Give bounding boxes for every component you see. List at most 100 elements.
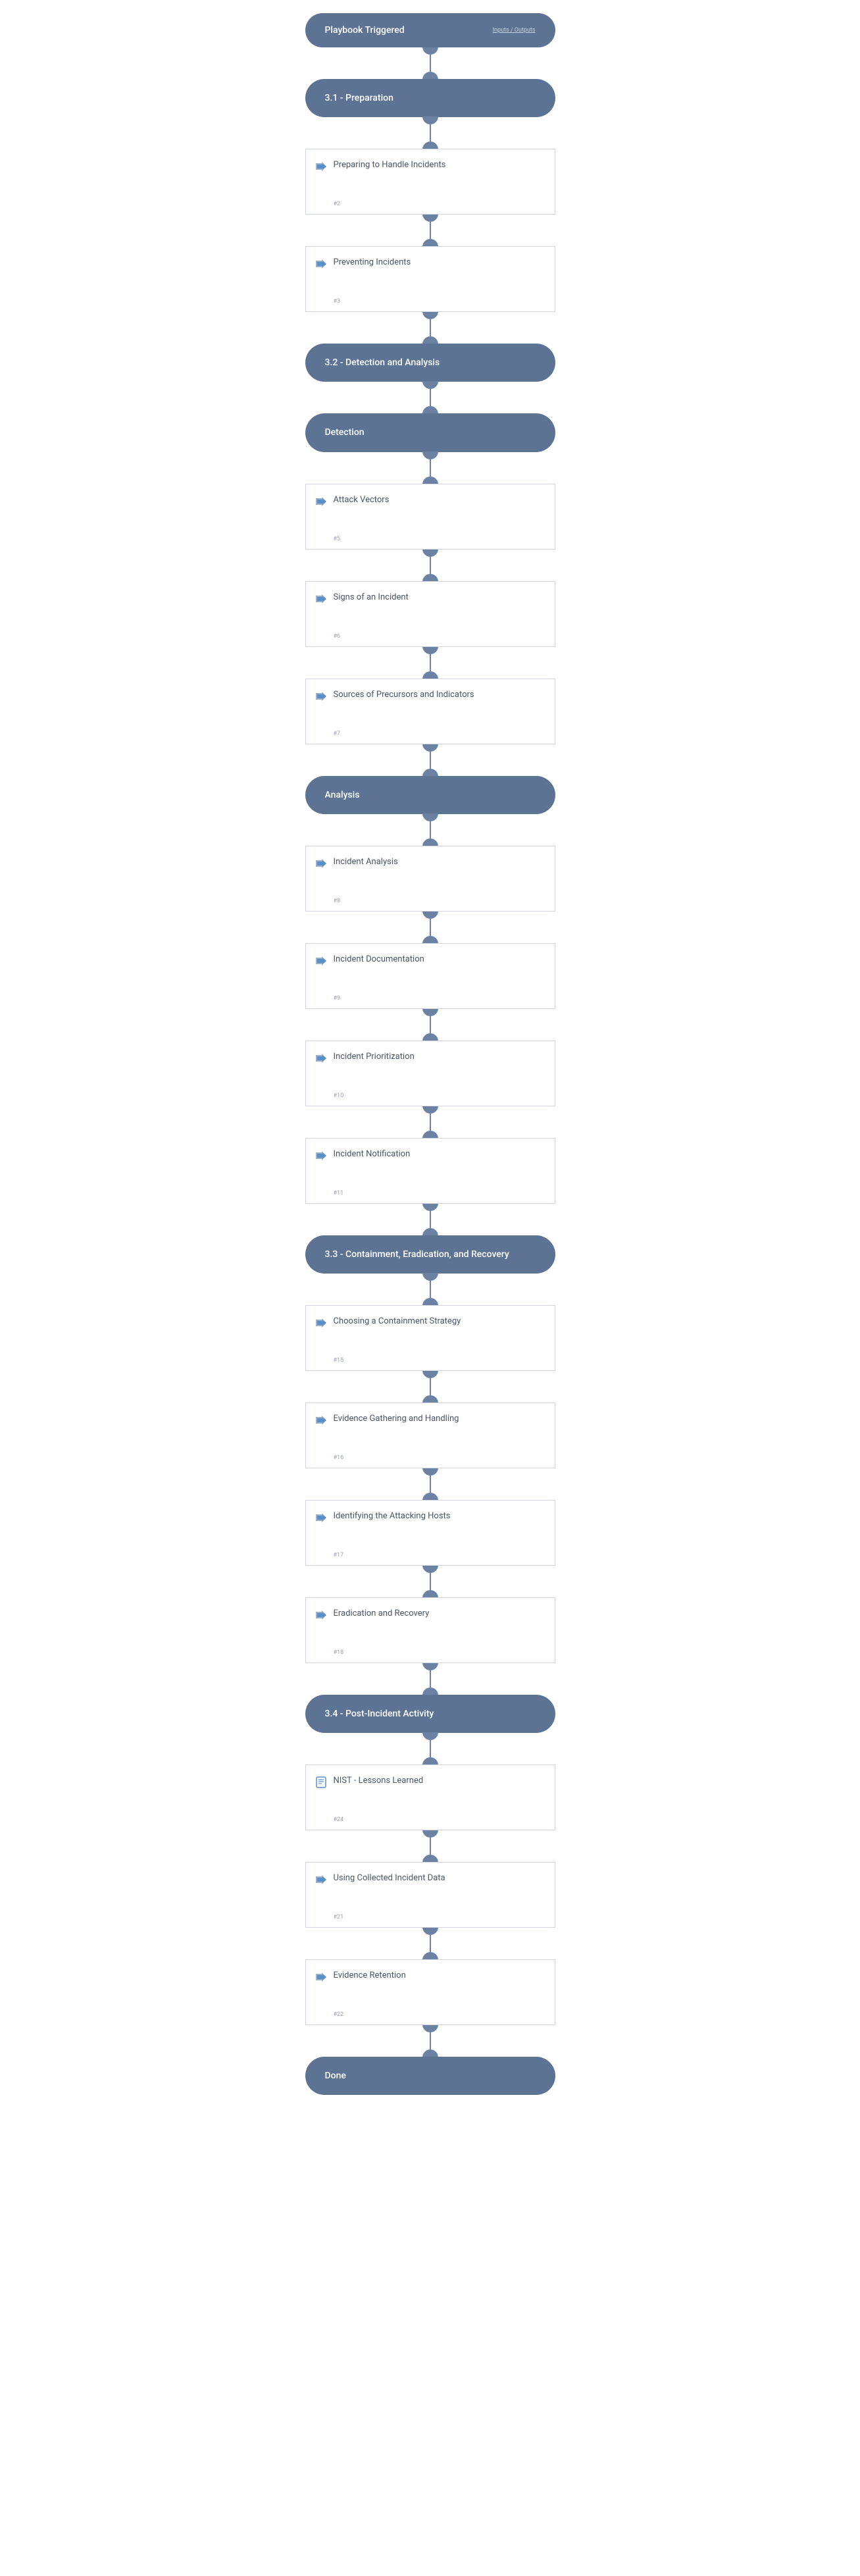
connector (422, 1106, 438, 1138)
task-lessons-learned[interactable]: NIST - Lessons Learned #24 (305, 1765, 555, 1830)
section-3-4[interactable]: 3.4 - Post-Incident Activity (305, 1695, 555, 1733)
task-id: #17 (315, 1552, 545, 1558)
task-signs-incident[interactable]: Signs of an Incident #6 (305, 581, 555, 647)
connector (422, 1663, 438, 1695)
task-id: #24 (315, 1816, 545, 1823)
task-title: Evidence Gathering and Handling (334, 1414, 545, 1425)
connector (422, 47, 438, 79)
task-icon (315, 1414, 327, 1426)
task-attack-vectors[interactable]: Attack Vectors #5 (305, 484, 555, 550)
connector (422, 550, 438, 581)
section-title: 3.1 - Preparation (325, 93, 393, 103)
task-icon (315, 1512, 327, 1524)
task-icon (315, 593, 327, 605)
task-id: #16 (315, 1455, 545, 1461)
task-id: #10 (315, 1093, 545, 1099)
task-title: Incident Documentation (334, 954, 545, 966)
task-preventing-incidents[interactable]: Preventing Incidents #3 (305, 246, 555, 312)
task-sources-precursors[interactable]: Sources of Precursors and Indicators #7 (305, 679, 555, 744)
task-identifying-attacking-hosts[interactable]: Identifying the Attacking Hosts #17 (305, 1500, 555, 1566)
section-title: Detection (325, 427, 365, 438)
task-title: Choosing a Containment Strategy (334, 1316, 545, 1327)
io-link[interactable]: Inputs / Outputs (493, 27, 536, 34)
connector (422, 452, 438, 484)
task-title: Eradication and Recovery (334, 1609, 545, 1620)
connector (422, 1468, 438, 1500)
task-title: Attack Vectors (334, 495, 545, 506)
connector (422, 744, 438, 776)
task-title: NIST - Lessons Learned (334, 1776, 545, 1787)
task-title: Incident Prioritization (334, 1052, 545, 1063)
task-icon (315, 858, 327, 869)
section-title: 3.3 - Containment, Eradication, and Reco… (325, 1249, 509, 1260)
connector (422, 1274, 438, 1305)
task-id: #9 (315, 995, 545, 1002)
section-title: 3.2 - Detection and Analysis (325, 357, 440, 368)
task-id: #6 (315, 633, 545, 640)
task-title: Using Collected Incident Data (334, 1873, 545, 1884)
connector (422, 2025, 438, 2057)
task-evidence-gathering[interactable]: Evidence Gathering and Handling #16 (305, 1403, 555, 1468)
end-title: Done (325, 2071, 346, 2081)
connector (422, 382, 438, 413)
connector (422, 1928, 438, 1959)
section-detection[interactable]: Detection (305, 413, 555, 451)
connector (422, 1733, 438, 1765)
section-3-2[interactable]: 3.2 - Detection and Analysis (305, 344, 555, 382)
start-node[interactable]: Playbook Triggered Inputs / Outputs (305, 13, 555, 47)
task-title: Preparing to Handle Incidents (334, 160, 545, 171)
section-analysis[interactable]: Analysis (305, 776, 555, 814)
task-id: #5 (315, 536, 545, 542)
manual-task-icon (315, 1776, 327, 1788)
connector (422, 1204, 438, 1235)
connector (422, 1371, 438, 1403)
task-id: #7 (315, 731, 545, 737)
task-icon (315, 1874, 327, 1886)
section-3-1[interactable]: 3.1 - Preparation (305, 79, 555, 117)
task-icon (315, 1150, 327, 1162)
connector (422, 117, 438, 149)
section-title: 3.4 - Post-Incident Activity (325, 1709, 434, 1719)
task-incident-documentation[interactable]: Incident Documentation #9 (305, 943, 555, 1009)
task-icon (315, 690, 327, 702)
task-icon (315, 1052, 327, 1064)
task-title: Signs of an Incident (334, 592, 545, 604)
start-title: Playbook Triggered (325, 25, 405, 36)
task-containment-strategy[interactable]: Choosing a Containment Strategy #15 (305, 1305, 555, 1371)
task-using-collected-data[interactable]: Using Collected Incident Data #21 (305, 1862, 555, 1928)
task-icon (315, 496, 327, 507)
task-incident-analysis[interactable]: Incident Analysis #8 (305, 846, 555, 912)
task-incident-notification[interactable]: Incident Notification #11 (305, 1138, 555, 1204)
task-icon (315, 1317, 327, 1329)
connector (422, 1830, 438, 1862)
connector (422, 1566, 438, 1597)
task-preparing-handle-incidents[interactable]: Preparing to Handle Incidents #2 (305, 149, 555, 215)
section-title: Analysis (325, 790, 360, 800)
task-title: Preventing Incidents (334, 257, 545, 269)
task-id: #2 (315, 201, 545, 207)
connector (422, 312, 438, 344)
task-id: #11 (315, 1190, 545, 1197)
task-id: #15 (315, 1357, 545, 1364)
playbook-flow: Playbook Triggered Inputs / Outputs 3.1 … (259, 13, 601, 2095)
connector (422, 1009, 438, 1041)
task-id: #3 (315, 298, 545, 305)
connector (422, 215, 438, 246)
task-icon (315, 955, 327, 967)
task-title: Incident Analysis (334, 857, 545, 868)
task-id: #18 (315, 1649, 545, 1656)
task-icon (315, 258, 327, 270)
connector (422, 814, 438, 846)
task-id: #22 (315, 2011, 545, 2018)
task-icon (315, 1609, 327, 1621)
end-node[interactable]: Done (305, 2057, 555, 2095)
task-eradication-recovery[interactable]: Eradication and Recovery #18 (305, 1597, 555, 1663)
task-title: Sources of Precursors and Indicators (334, 690, 545, 701)
task-evidence-retention[interactable]: Evidence Retention #22 (305, 1959, 555, 2025)
section-3-3[interactable]: 3.3 - Containment, Eradication, and Reco… (305, 1235, 555, 1274)
task-title: Evidence Retention (334, 1971, 545, 1982)
task-incident-prioritization[interactable]: Incident Prioritization #10 (305, 1041, 555, 1106)
task-icon (315, 1971, 327, 1983)
task-id: #21 (315, 1914, 545, 1920)
task-title: Identifying the Attacking Hosts (334, 1511, 545, 1522)
